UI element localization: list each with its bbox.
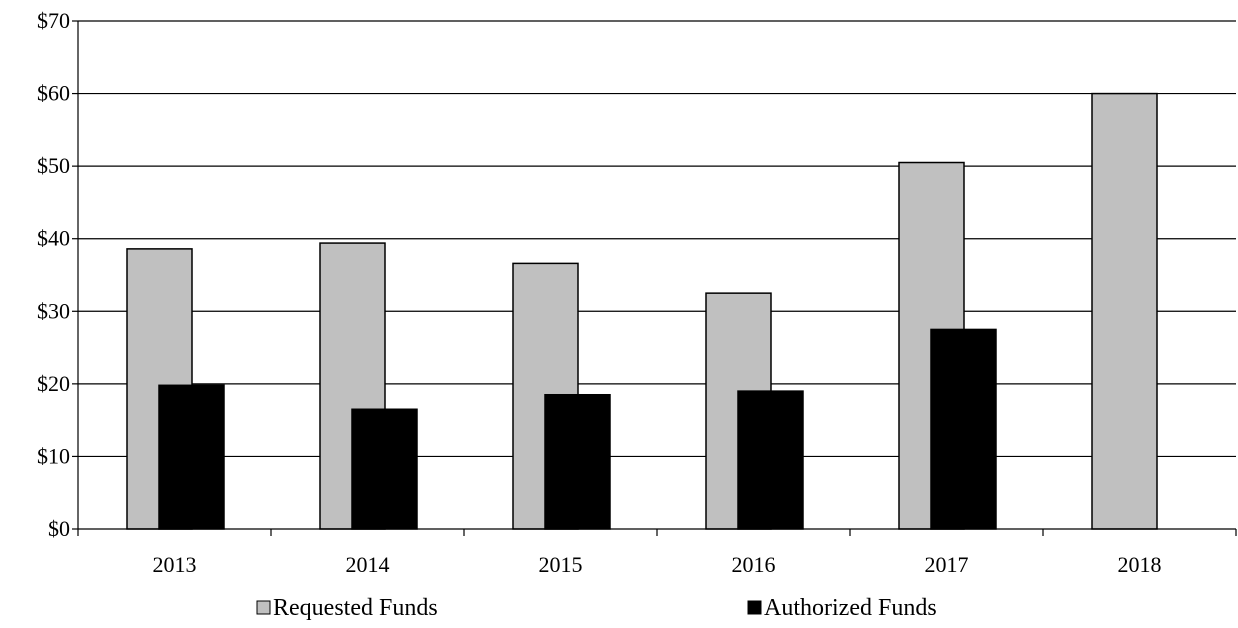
legend: Requested Funds Authorized Funds [256,595,937,621]
y-tick-label: $70 [37,8,70,33]
y-tick-label: $10 [37,443,70,468]
y-axis-tick-labels: $0 $10 $20 $30 $40 $50 $60 $70 [37,8,70,541]
x-tick-label: 2017 [925,552,969,577]
legend-label: Authorized Funds [764,595,937,621]
y-tick-label: $50 [37,153,70,178]
axes [72,20,1237,536]
x-axis-tick-labels: 2013 2014 2015 2016 2017 2018 [153,552,1162,577]
bar-authorized-funds [544,393,611,530]
y-tick-label: $20 [37,371,70,396]
x-tick-label: 2016 [732,552,776,577]
y-tick-label: $0 [48,516,70,541]
legend-swatch-requested [256,600,271,615]
x-tick-label: 2013 [153,552,197,577]
x-tick-label: 2014 [346,552,390,577]
y-tick-label: $60 [37,81,70,106]
x-tick-label: 2018 [1118,552,1162,577]
legend-label: Requested Funds [273,595,438,621]
bar-authorized-funds [351,408,418,530]
y-tick-label: $40 [37,226,70,251]
legend-swatch-authorized [747,600,762,615]
x-tick-label: 2015 [539,552,583,577]
gridlines [78,20,1236,458]
y-tick-label: $30 [37,298,70,323]
bar-authorized-funds [930,328,997,530]
bar-requested-funds [1091,92,1158,530]
bar-authorized-funds [158,384,225,530]
bar-authorized-funds [737,390,804,530]
bars [126,92,1158,530]
